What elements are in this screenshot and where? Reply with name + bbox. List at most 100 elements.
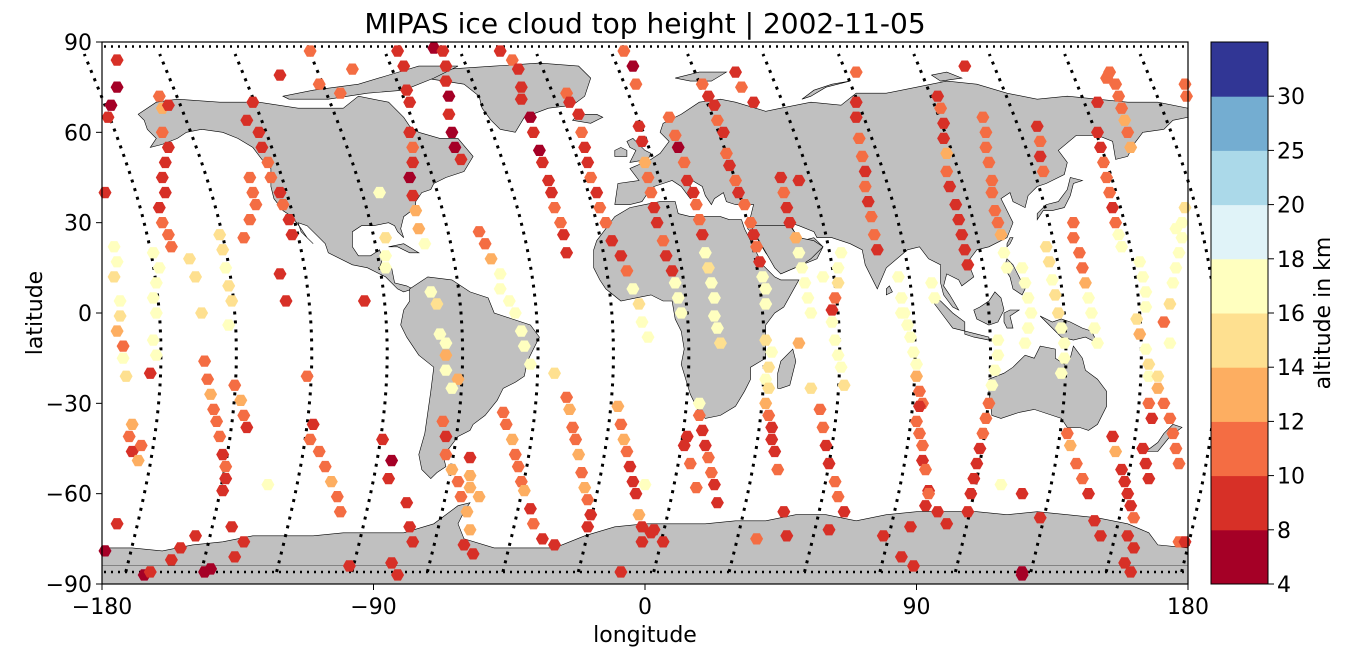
cloud-point <box>222 280 236 292</box>
cloud-point <box>312 445 326 458</box>
cloud-point <box>635 521 649 533</box>
land-australia <box>988 345 1107 431</box>
track-4 <box>384 53 465 573</box>
cloud-point <box>1139 457 1153 470</box>
cloud-point <box>1088 322 1101 334</box>
cloud-point <box>614 250 628 262</box>
cloud-point <box>1091 126 1104 138</box>
cloud-point <box>958 60 972 72</box>
cloud-point <box>466 548 480 560</box>
cloud-point <box>463 482 477 494</box>
y-tick-label: −90 <box>46 573 92 598</box>
cloud-point <box>282 214 296 226</box>
cloud-point <box>228 379 242 391</box>
cloud-point <box>457 539 471 551</box>
cloud-point <box>134 439 148 452</box>
colorbar-tick-label: 8 <box>1277 519 1291 544</box>
cloud-point <box>493 45 507 57</box>
x-tick-label: 0 <box>638 595 652 620</box>
cloud-point <box>442 90 456 102</box>
cloud-point <box>671 141 685 153</box>
chart-title: MIPAS ice cloud top height | 2002-11-05 <box>364 7 925 40</box>
cloud-point <box>611 400 625 412</box>
cloud-point <box>557 229 570 241</box>
cloud-point <box>146 247 160 259</box>
cloud-point <box>149 349 163 361</box>
cloud-point <box>279 295 293 307</box>
cloud-point <box>855 150 869 163</box>
cloud-point <box>638 479 652 491</box>
cloud-point <box>940 147 954 159</box>
cloud-point <box>617 45 631 57</box>
cloud-point <box>342 560 356 572</box>
cloud-point <box>158 186 172 199</box>
land-south-america <box>400 276 540 480</box>
land-sri-lanka <box>886 285 893 296</box>
cloud-point <box>979 141 993 153</box>
land-new-guinea <box>1039 315 1099 344</box>
cloud-point <box>1091 96 1104 108</box>
cloud-point <box>626 476 640 488</box>
colorbar-tick-label: 20 <box>1277 194 1305 219</box>
x-axis-label: longitude <box>593 623 697 648</box>
cloud-point <box>195 307 209 319</box>
cloud-point <box>1088 515 1101 527</box>
cloud-point <box>759 283 773 295</box>
cloud-point <box>1021 292 1035 304</box>
x-tick-label: 90 <box>903 595 931 620</box>
cloud-point <box>183 253 196 265</box>
cloud-point <box>729 174 742 187</box>
cloud-point <box>849 66 863 78</box>
track-3 <box>309 53 389 573</box>
cloud-point <box>1109 78 1123 90</box>
cloud-point <box>535 533 549 545</box>
cloud-point <box>1054 322 1068 334</box>
cloud-point <box>572 448 586 461</box>
cloud-point <box>985 379 999 391</box>
cloud-point <box>273 186 287 199</box>
cloud-point <box>149 307 163 319</box>
cloud-point <box>514 325 528 337</box>
cloud-point <box>876 530 890 542</box>
cloud-point <box>382 473 396 485</box>
land-antarctica <box>101 502 1189 567</box>
cloud-point <box>831 349 845 361</box>
cloud-point <box>391 45 405 57</box>
cloud-point <box>1172 247 1186 259</box>
cloud-point <box>1172 457 1186 470</box>
cloud-point <box>445 382 459 394</box>
cloud-point <box>107 241 121 253</box>
cloud-point <box>949 199 963 211</box>
cloud-point <box>1151 370 1165 382</box>
cloud-point <box>216 244 230 256</box>
cloud-point <box>1075 262 1089 274</box>
cloud-point <box>635 316 649 328</box>
cloud-point <box>1072 247 1086 259</box>
cloud-point <box>961 259 975 271</box>
cloud-point <box>593 202 607 214</box>
cloud-point <box>505 433 519 446</box>
cloud-point <box>1142 473 1156 485</box>
cloud-point <box>1103 186 1117 199</box>
cloud-point <box>545 186 558 199</box>
cloud-point <box>789 232 803 244</box>
cloud-point <box>1142 358 1156 370</box>
cloud-point <box>783 217 797 229</box>
cloud-point <box>991 349 1005 361</box>
cloud-point <box>143 566 157 578</box>
cloud-point <box>988 364 1002 376</box>
cloud-point <box>994 229 1008 241</box>
cloud-point <box>623 460 637 473</box>
cloud-point <box>632 120 646 132</box>
cloud-point <box>671 292 685 304</box>
cloud-point <box>1130 313 1144 325</box>
cloud-point <box>345 63 359 75</box>
cloud-point <box>189 271 202 283</box>
cloud-point <box>1036 165 1050 178</box>
cloud-point <box>1151 382 1165 394</box>
cloud-point <box>373 186 386 199</box>
cloud-point <box>692 409 706 421</box>
cloud-point <box>119 370 133 382</box>
cloud-point <box>161 229 175 241</box>
cloud-point <box>439 75 453 87</box>
